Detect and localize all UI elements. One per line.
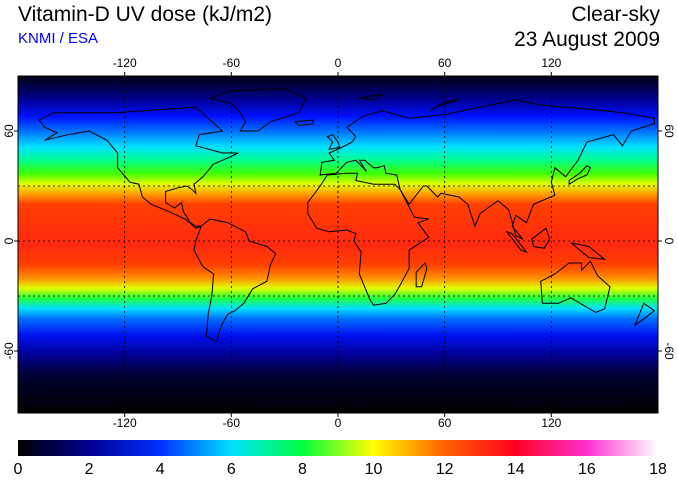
lon-label-bottom: -120 xyxy=(113,416,137,430)
colorbar-tick-label: 14 xyxy=(507,461,525,478)
coastline-uk xyxy=(326,134,341,150)
lon-label-top: 120 xyxy=(541,56,561,70)
colorbar-tick-label: 8 xyxy=(298,461,307,478)
lat-label-right: 0 xyxy=(662,238,676,245)
lon-label-top: -60 xyxy=(223,56,241,70)
coastline-africa-eurasia xyxy=(307,172,430,306)
coastline-japan xyxy=(568,165,592,186)
coastline-australia xyxy=(540,260,611,314)
colorbar-tick-label: 6 xyxy=(227,461,236,478)
colorbar-tick-label: 4 xyxy=(156,461,165,478)
coastline-sumatra xyxy=(505,230,528,254)
colorbar-tick-label: 18 xyxy=(649,461,667,478)
coastline-iceland xyxy=(294,119,314,127)
sky-condition-label: Clear-sky xyxy=(571,3,660,26)
lat-label-right: 60 xyxy=(662,124,676,138)
colorbar-tick-label: 0 xyxy=(14,461,23,478)
coastline-novaya-zemlya xyxy=(430,99,460,112)
coastline-new-zealand xyxy=(633,302,656,327)
coastlines xyxy=(38,88,656,343)
lon-label-top: 0 xyxy=(335,56,342,70)
lon-label-bottom: 60 xyxy=(438,416,452,430)
colorbar-tick-label: 12 xyxy=(436,461,454,478)
lon-label-top: -120 xyxy=(113,56,137,70)
graticule xyxy=(18,76,658,413)
lat-label-left: 0 xyxy=(2,237,16,244)
credit-label: KNMI / ESA xyxy=(18,30,99,47)
lon-label-bottom: -60 xyxy=(223,416,241,430)
axis-ticks xyxy=(14,72,662,417)
lon-label-bottom: 120 xyxy=(541,416,561,430)
lon-label-bottom: 0 xyxy=(335,416,342,430)
map-title: Vitamin-D UV dose (kJ/m2) xyxy=(18,3,273,26)
coastline-new-guinea xyxy=(570,242,607,260)
coastline-north-america xyxy=(38,106,239,229)
colorbar-tick-label: 16 xyxy=(578,461,596,478)
lat-label-right: -60 xyxy=(662,342,676,360)
colorbar xyxy=(18,440,658,456)
coastline-madagascar xyxy=(415,262,428,288)
coastline-greenland xyxy=(208,88,307,132)
coastline-borneo xyxy=(531,227,551,249)
lon-label-top: 60 xyxy=(438,56,452,70)
colorbar-tick-label: 2 xyxy=(85,461,94,478)
coastline-svalbard xyxy=(359,93,383,101)
lat-label-left: -60 xyxy=(2,342,16,360)
lat-label-left: 60 xyxy=(2,124,16,138)
coastline-eurasia xyxy=(319,99,655,240)
colorbar-tick-label: 10 xyxy=(365,461,383,478)
date-label: 23 August 2009 xyxy=(514,28,660,51)
